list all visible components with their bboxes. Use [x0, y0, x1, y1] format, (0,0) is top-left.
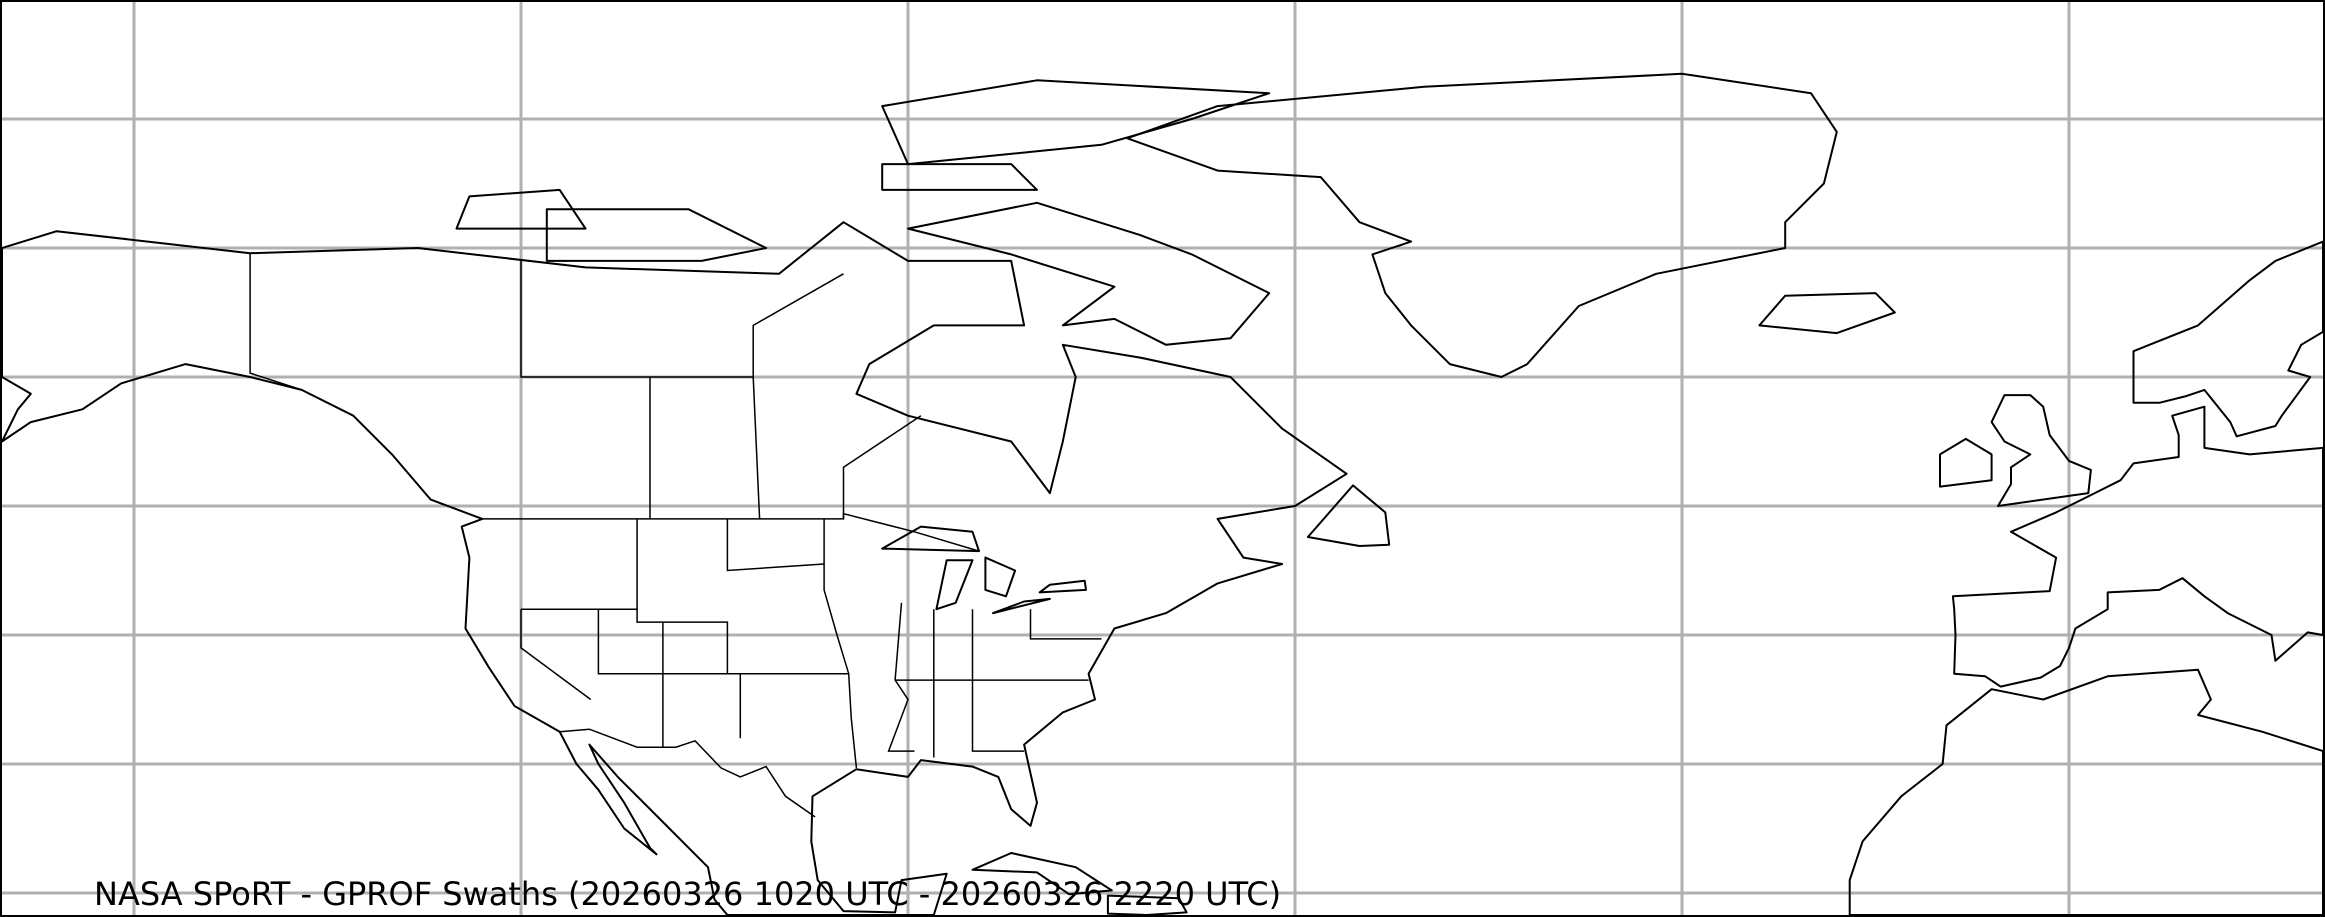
victoria-island-outline	[545, 208, 768, 262]
greenland-outline	[1126, 72, 1838, 378]
us-state-border-5	[726, 518, 825, 572]
canada-territory-border	[520, 260, 844, 378]
europe-outline	[1951, 405, 2323, 688]
lake-superior-outline	[881, 525, 980, 553]
canada-province-border-3	[842, 415, 922, 519]
newfoundland-outline	[1306, 484, 1391, 547]
us-canada-border	[482, 512, 980, 552]
baffin-island-outline	[907, 201, 1271, 346]
us-state-border-10	[971, 609, 1025, 752]
hispaniola-outline	[1106, 894, 1188, 915]
lake-huron-outline	[984, 556, 1017, 598]
us-state-border-3	[520, 609, 592, 701]
scandinavia-outline	[2132, 240, 2323, 438]
alaska-canada-border	[249, 253, 302, 391]
lake-erie-outline	[992, 597, 1051, 615]
us-state-border-8	[887, 602, 915, 752]
lake-ontario-outline	[1038, 579, 1087, 594]
lake-michigan-outline	[935, 559, 974, 611]
north-america-outline	[2, 221, 1348, 915]
ireland-outline	[1939, 437, 1993, 488]
banks-island-outline	[455, 188, 587, 230]
us-mexico-border	[559, 728, 816, 818]
us-state-border-7	[823, 518, 858, 768]
cuba-outline	[971, 852, 1113, 896]
great-britain-outline	[1990, 394, 2092, 507]
us-state-border-12	[1029, 609, 1102, 640]
africa-outline	[1848, 668, 2323, 915]
us-state-border-1	[636, 518, 849, 675]
us-state-border-4	[597, 609, 742, 739]
canada-province-border-2	[752, 376, 761, 519]
devon-island-outline	[881, 163, 1038, 191]
iceland-outline	[1758, 292, 1896, 335]
political-borders	[249, 253, 1102, 818]
coastlines	[2, 72, 2323, 915]
map-title: NASA SPoRT - GPROF Swaths (20260326 1020…	[94, 875, 1282, 913]
ellesmere-island-outline	[881, 79, 1271, 166]
